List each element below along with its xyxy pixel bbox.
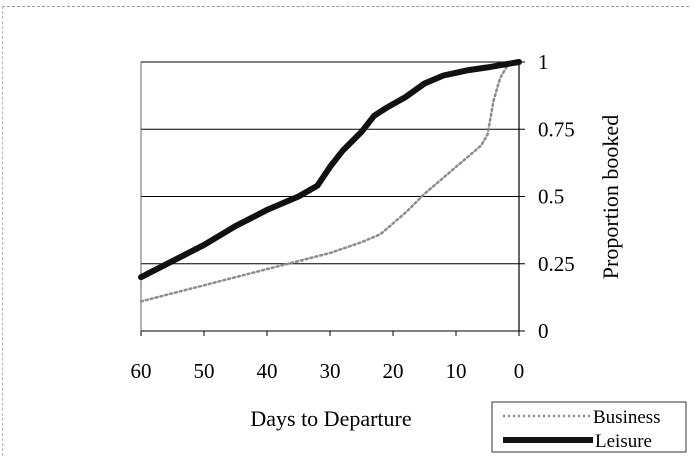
x-tick-label-4: 20	[383, 359, 404, 383]
x-tick-label-6: 0	[514, 359, 525, 383]
y-tick-label-4: 1	[538, 50, 549, 74]
legend-label-business: Business	[593, 407, 661, 428]
legend: Business Leisure	[491, 401, 687, 453]
tick-labels: 0 0.25 0.5 0.75 1 60 50 40 30 20 10 0	[131, 50, 575, 383]
x-axis-title: Days to Departure	[250, 406, 411, 431]
x-tick-label-0: 60	[131, 359, 152, 383]
series-line-business	[139, 66, 508, 303]
gridlines	[141, 61, 519, 332]
y-tick-label-2: 0.5	[538, 185, 564, 209]
figure-border	[2, 6, 689, 456]
x-tick-label-3: 30	[320, 359, 341, 383]
x-tick-label-1: 50	[194, 359, 215, 383]
series-line-leisure	[138, 59, 522, 281]
y-tick-label-0: 0	[538, 319, 549, 343]
legend-label-leisure: Leisure	[595, 431, 652, 452]
y-axis-title: Proportion booked	[598, 115, 623, 279]
y-tick-label-1: 0.25	[538, 252, 575, 276]
y-tick-label-3: 0.75	[538, 117, 575, 141]
legend-box	[491, 401, 687, 453]
x-tick-label-5: 10	[446, 359, 467, 383]
series-lines	[138, 59, 522, 303]
x-tick-label-2: 40	[257, 359, 278, 383]
axes	[140, 61, 525, 336]
